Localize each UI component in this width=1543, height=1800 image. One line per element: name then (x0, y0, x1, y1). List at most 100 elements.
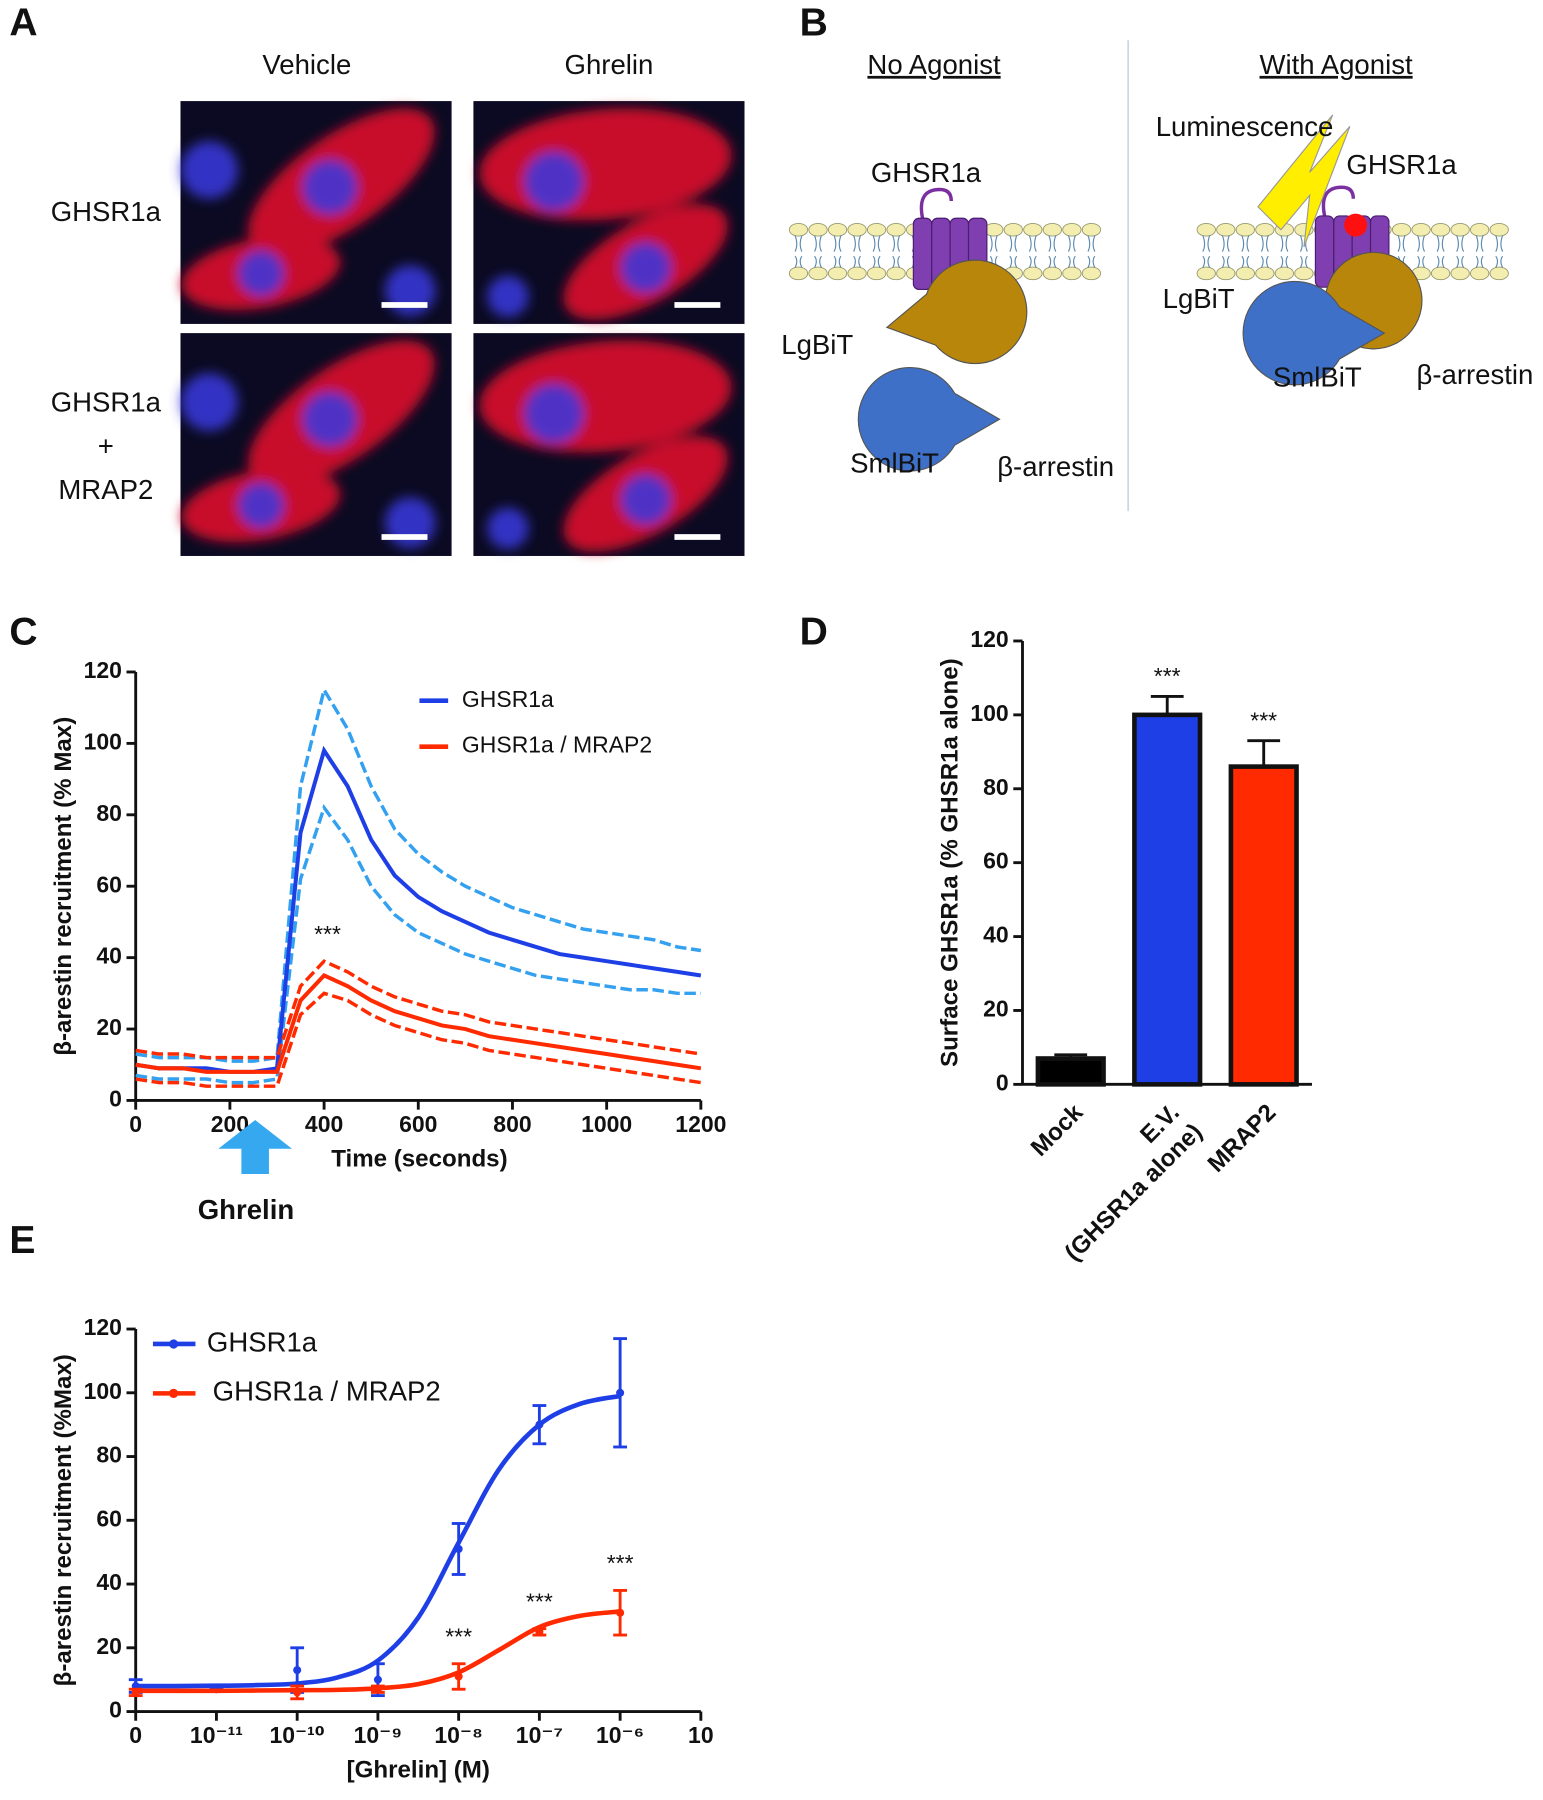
lipid-head (808, 266, 828, 281)
receptor-helix (912, 217, 933, 291)
legend-marker (169, 1388, 179, 1398)
x-tick-label: 600 (399, 1111, 437, 1137)
lipid-tail (892, 235, 901, 268)
nucleus (237, 482, 284, 529)
cells (479, 108, 732, 320)
x-tick-label: 400 (305, 1111, 343, 1137)
data-point (373, 1675, 382, 1684)
y-tick-label: 0 (109, 1697, 122, 1723)
y-tick-label: 20 (96, 1014, 122, 1040)
stimulus-label: Ghrelin (198, 1194, 294, 1225)
lipid-tail (1067, 235, 1076, 268)
cells (180, 108, 436, 316)
lipid-tail (1087, 235, 1096, 268)
lipid-head (886, 222, 906, 237)
y-tick-label: 60 (96, 1505, 122, 1531)
panel-letter: C (9, 610, 37, 653)
lipid-head (1294, 266, 1314, 281)
panel-letter: B (800, 2, 828, 45)
fit-curve (135, 1393, 621, 1689)
lipid-head (1081, 222, 1102, 237)
nucleus (487, 507, 529, 550)
lipid-head (1470, 266, 1490, 281)
y-tick-label: 80 (983, 774, 1009, 800)
panel-letter: D (800, 610, 828, 653)
lipid-head (1023, 222, 1043, 237)
y-tick-label: 40 (96, 943, 122, 969)
lipid-head (886, 266, 906, 281)
significance: *** (445, 1624, 472, 1650)
x-tick-label: 1000 (581, 1111, 632, 1137)
receptor-helix (1314, 215, 1335, 288)
micrographs (180, 101, 745, 556)
lipid-head (1062, 222, 1082, 237)
legend-label: GHSR1a (462, 686, 554, 712)
lipid-tail (1048, 235, 1057, 268)
data-point (454, 1672, 463, 1681)
lipid-tail (1417, 235, 1426, 268)
bar (1035, 1056, 1106, 1087)
x-tick-label: Mock (1026, 1099, 1089, 1162)
scale-bar (674, 534, 721, 540)
nucleus (620, 474, 671, 525)
lipid-tail (1221, 235, 1230, 268)
x-tick-label-line: (GHSR1a alone) (1060, 1119, 1208, 1267)
y-tick-label: 120 (84, 657, 122, 683)
x-tick-label: 10⁻⁹ (354, 1722, 403, 1748)
lipid-head (1235, 222, 1255, 237)
cells (479, 340, 732, 552)
nucleus (302, 391, 358, 447)
data-point (535, 1627, 544, 1636)
lipid-head (1430, 222, 1451, 237)
lipid-head (1042, 266, 1063, 281)
lipid-head (847, 222, 867, 237)
y-tick-label: 80 (96, 800, 122, 826)
scheme-label: GHSR1a (1346, 149, 1457, 180)
x-tick-label: MRAP2 (1203, 1099, 1282, 1178)
lipid-head (1062, 266, 1082, 281)
lipid-tail (1028, 235, 1037, 268)
lipid-head (1391, 222, 1412, 237)
y-tick-label: 20 (96, 1633, 122, 1659)
lipid-head (808, 222, 828, 237)
x-tick-label: 0 (129, 1111, 142, 1137)
nucleus (180, 141, 238, 199)
lipid-head (788, 222, 809, 237)
y-tick-label: 40 (96, 1569, 122, 1595)
receptor-loop (919, 187, 953, 219)
row-label: + (98, 430, 114, 461)
nucleus (487, 275, 529, 318)
scheme-label: GHSR1a (871, 157, 982, 188)
significance: *** (526, 1588, 553, 1614)
data-point (373, 1685, 382, 1694)
nucleus (302, 159, 358, 215)
data-point (454, 1544, 463, 1554)
lipid-tail (1202, 235, 1211, 268)
lipid-head (847, 266, 867, 281)
luminescence (1257, 114, 1351, 248)
scheme-label: Luminescence (1156, 111, 1334, 142)
sem-line (135, 959, 702, 1060)
lipid-tail (1475, 235, 1484, 268)
cells (180, 340, 436, 548)
lipid-head (1235, 266, 1255, 281)
x-tick-label: 10⁻¹⁰ (269, 1722, 324, 1748)
lipid-tail (1280, 235, 1289, 268)
y-tick-label: 80 (96, 1442, 122, 1468)
x-tick-label: 10⁻⁶ (596, 1722, 644, 1748)
beta-arrestin (857, 367, 1001, 472)
lipid-head (1216, 266, 1236, 281)
lipid-head (1450, 266, 1470, 281)
lipid-head (1489, 222, 1509, 237)
lipid-tail (1241, 235, 1250, 268)
x-tick-label-line: Mock (1026, 1099, 1089, 1162)
lipid-tail (1436, 235, 1445, 268)
scale-bar (674, 302, 721, 308)
data-point (293, 1688, 302, 1697)
scheme-title: No Agonist (867, 49, 1001, 80)
scale-bar (381, 302, 428, 308)
lipid-head (866, 222, 887, 237)
ligand (1344, 213, 1368, 237)
x-tick-label: 10⁻¹¹ (190, 1722, 243, 1748)
x-tick-label: 10⁻⁸ (434, 1722, 483, 1748)
